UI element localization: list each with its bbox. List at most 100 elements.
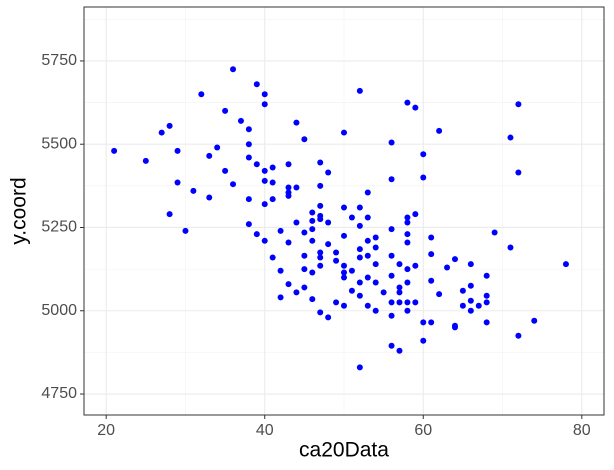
point	[341, 204, 347, 211]
point	[277, 227, 284, 234]
point	[428, 319, 435, 326]
point	[230, 66, 237, 73]
point	[317, 254, 324, 261]
point	[483, 292, 490, 299]
point	[261, 101, 268, 108]
point	[245, 141, 252, 148]
y-tick-label: 5250	[41, 219, 77, 236]
point	[317, 159, 324, 166]
point	[364, 214, 371, 221]
point	[245, 196, 252, 203]
point	[356, 222, 363, 229]
point	[420, 174, 427, 181]
point	[325, 314, 332, 321]
point	[515, 332, 522, 339]
point	[261, 201, 268, 208]
point	[515, 169, 522, 176]
point	[404, 266, 411, 273]
point	[372, 307, 379, 314]
point	[467, 261, 474, 268]
point	[428, 234, 435, 241]
point	[198, 91, 205, 98]
point	[459, 287, 466, 294]
point	[269, 164, 276, 171]
point	[388, 272, 395, 279]
panel-border	[83, 6, 605, 416]
point	[507, 244, 514, 251]
point	[412, 104, 419, 111]
point	[364, 302, 371, 309]
point	[428, 251, 435, 258]
point	[428, 277, 435, 284]
point	[277, 294, 284, 301]
point	[253, 81, 260, 88]
point	[317, 202, 324, 209]
point	[364, 189, 371, 196]
point	[301, 229, 308, 236]
point	[507, 134, 514, 141]
point	[341, 274, 347, 281]
point	[467, 307, 474, 314]
point	[396, 284, 403, 291]
point	[309, 296, 316, 303]
point	[372, 261, 379, 268]
point	[396, 347, 403, 354]
point	[269, 196, 276, 203]
point	[404, 279, 411, 286]
point	[412, 262, 419, 269]
point	[396, 289, 403, 296]
point	[261, 177, 268, 184]
point	[245, 126, 252, 133]
y-axis-title: y.coord	[8, 177, 31, 244]
point	[245, 221, 252, 228]
point	[166, 122, 173, 129]
point	[459, 302, 466, 309]
point	[301, 266, 308, 273]
point	[404, 299, 411, 306]
point	[483, 299, 490, 306]
point	[388, 252, 395, 259]
point	[356, 204, 363, 211]
point	[341, 302, 347, 309]
point	[372, 279, 379, 286]
point	[174, 179, 181, 186]
point	[451, 324, 458, 331]
point	[317, 216, 324, 223]
point	[245, 154, 252, 161]
point	[301, 284, 308, 291]
point	[285, 184, 292, 191]
point	[206, 152, 213, 159]
point	[412, 211, 419, 218]
point	[309, 226, 316, 233]
point	[483, 319, 490, 326]
point	[356, 254, 363, 261]
point	[285, 281, 292, 288]
y-tick-label: 5000	[41, 302, 77, 319]
point	[293, 184, 300, 191]
point	[404, 307, 411, 314]
point	[483, 272, 490, 279]
point	[356, 292, 363, 299]
point	[348, 267, 355, 274]
point	[467, 297, 474, 304]
point	[269, 254, 276, 261]
point	[420, 319, 427, 326]
point	[269, 179, 276, 186]
point	[475, 302, 482, 309]
point	[261, 167, 268, 174]
point	[333, 299, 340, 306]
point	[380, 289, 387, 296]
point	[356, 246, 363, 253]
point	[404, 231, 411, 238]
point	[396, 299, 403, 306]
point	[356, 364, 363, 371]
point	[111, 147, 118, 154]
point	[325, 241, 332, 248]
point	[348, 287, 355, 294]
point	[142, 157, 149, 164]
point	[388, 226, 395, 233]
point	[356, 87, 363, 94]
point	[285, 239, 292, 246]
